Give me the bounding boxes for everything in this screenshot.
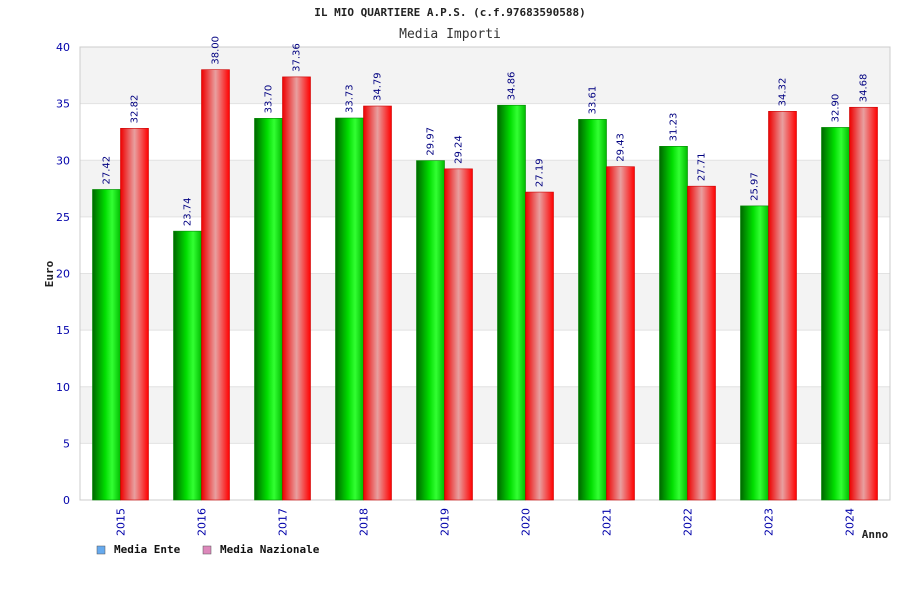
bar-media-nazionale [768,111,797,501]
legend-label-media-nazionale: Media Nazionale [220,543,320,556]
bar-media-nazionale [849,106,878,501]
x-tick-label: 2024 [844,508,857,536]
bar-media-nazionale [120,128,149,501]
chart-title: IL MIO QUARTIERE A.P.S. (c.f.97683590588… [314,6,586,19]
x-tick-label: 2019 [439,508,452,536]
data-label: 23.74 [183,198,194,227]
x-tick-label: 2017 [277,508,290,536]
bar-media-nazionale [282,76,311,501]
data-label: 31.23 [669,113,680,142]
y-tick-label: 15 [56,324,70,337]
data-label: 27.42 [102,156,113,185]
data-label: 38.00 [211,36,222,65]
data-label: 29.43 [616,133,627,162]
bar-media-nazionale [687,185,716,501]
data-label: 33.73 [345,84,356,113]
x-tick-label: 2023 [763,508,776,536]
y-axis-ticks: 0 5 10 15 20 25 30 35 40 [56,41,70,507]
y-tick-label: 0 [63,494,70,507]
y-tick-label: 5 [63,437,70,450]
bar-media-nazionale [525,191,554,501]
bar-media-ente [740,205,769,501]
chart-subtitle: Media Importi [399,27,501,42]
data-label: 32.90 [831,94,842,123]
x-tick-label: 2022 [682,508,695,536]
legend: Media Ente Media Nazionale [96,543,320,556]
y-tick-label: 20 [56,268,70,281]
bar-media-ente [497,104,526,501]
data-label: 37.36 [292,43,303,72]
x-axis-label: Anno [862,528,889,541]
x-axis-ticks: 2015 2016 2017 2018 2019 2020 2021 2022 2023 2024 [115,508,857,536]
y-tick-label: 35 [56,98,70,111]
bar-media-ente [173,230,202,501]
bar-media-ente [335,117,364,501]
x-tick-label: 2015 [115,508,128,536]
data-label: 34.68 [859,74,870,103]
data-label: 33.61 [588,86,599,115]
bar-media-nazionale [606,166,635,501]
y-tick-label: 40 [56,41,70,54]
bar-media-ente [659,146,688,501]
legend-label-media-ente: Media Ente [114,543,181,556]
bar-media-ente [416,160,445,501]
plot-frame [79,46,891,501]
data-label: 27.71 [697,153,708,182]
x-tick-label: 2020 [520,508,533,536]
data-label: 34.79 [373,72,384,101]
bar-media-nazionale [201,69,230,501]
data-label: 27.19 [535,158,546,187]
data-label: 33.70 [264,85,275,114]
bar-media-ente [821,127,850,501]
data-label: 25.97 [750,172,761,201]
data-label: 34.86 [507,72,518,101]
bar-media-ente [578,119,607,501]
data-label: 29.97 [426,127,437,156]
y-tick-label: 30 [56,154,70,167]
y-tick-label: 10 [56,381,70,394]
legend-swatch-media-nazionale [202,545,212,555]
bar-media-ente [92,189,121,501]
data-labels: 27.42 32.82 23.74 38.00 33.70 37.36 33.73 34.79… [102,36,870,226]
data-label: 29.24 [454,135,465,164]
x-tick-label: 2021 [601,508,614,536]
x-tick-label: 2018 [358,508,371,536]
y-tick-label: 25 [56,211,70,224]
data-label: 34.32 [778,78,789,107]
bar-media-ente [254,118,283,501]
legend-swatch-media-ente [96,545,106,555]
data-label: 32.82 [130,95,141,124]
bars [92,69,878,501]
bar-media-nazionale [363,105,392,501]
y-axis-label: Euro [43,260,56,287]
bar-media-nazionale [444,168,473,501]
x-tick-label: 2016 [196,508,209,536]
